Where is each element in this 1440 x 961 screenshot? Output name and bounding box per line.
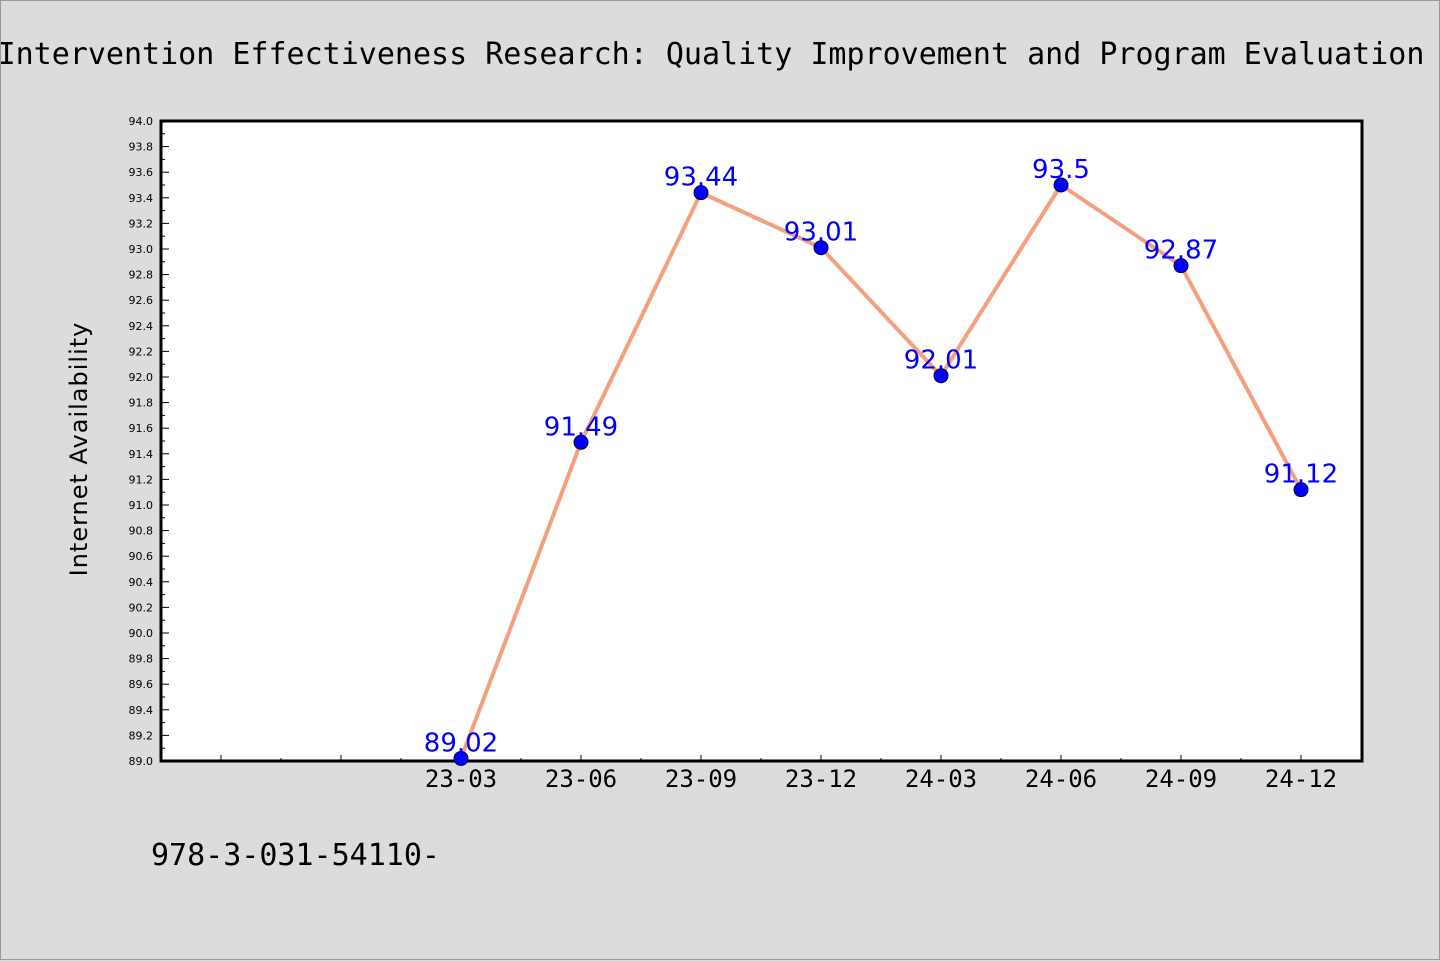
- data-point: [933, 368, 949, 384]
- y-tick-label: 89.4: [129, 704, 154, 717]
- x-tick-label: 23-12: [785, 765, 857, 793]
- y-tick-label: 90.2: [129, 601, 154, 614]
- y-tick-label: 90.4: [129, 576, 154, 589]
- data-label: 89.02: [424, 728, 498, 758]
- y-tick-label: 91.2: [129, 473, 154, 486]
- series-layer: 89.02 91.49 93.44 93.01 92.01 93.5 92.87 91.12: [424, 155, 1338, 766]
- x-axis: 23-03 23-06 23-09 23-12 24-03 24-06 24-09 24-12: [220, 755, 1337, 793]
- data-label: 93.5: [1032, 155, 1090, 185]
- y-tick-label: 90.6: [129, 550, 154, 563]
- data-point: [1173, 258, 1189, 274]
- y-tick-label: 93.2: [129, 217, 154, 230]
- data-label: 91.49: [544, 412, 618, 442]
- data-point: [693, 185, 709, 201]
- data-point: [1293, 482, 1309, 498]
- y-tick-label: 93.6: [129, 166, 154, 179]
- y-tick-label: 89.6: [129, 678, 154, 691]
- y-tick-label: 92.2: [129, 345, 154, 358]
- y-tick-label: 89.0: [129, 755, 154, 768]
- footnote: 978-3-031-54110-: [151, 838, 440, 873]
- x-tick-label: 24-03: [905, 765, 977, 793]
- y-tick-label: 92.6: [129, 294, 154, 307]
- y-tick-label: 91.0: [129, 499, 154, 512]
- y-tick-label: 89.2: [129, 729, 154, 742]
- x-tick-label: 23-09: [665, 765, 737, 793]
- series-line: [459, 183, 1303, 760]
- x-tick-label: 24-12: [1265, 765, 1337, 793]
- plot-area: [159, 119, 1364, 763]
- y-axis: 89.0 89.2 89.4 89.6 89.8 90.0 90.2 90.4 90.6 90.8…: [129, 115, 169, 768]
- y-tick-label: 91.6: [129, 422, 154, 435]
- y-tick-label: 93.0: [129, 243, 154, 256]
- y-tick-label: 93.8: [129, 141, 154, 154]
- x-tick-label: 23-06: [545, 765, 617, 793]
- y-tick-label: 92.8: [129, 269, 154, 282]
- data-point: [573, 434, 589, 450]
- data-point: [813, 240, 829, 256]
- y-tick-label: 93.4: [129, 192, 154, 205]
- x-tick-label: 24-06: [1025, 765, 1097, 793]
- y-axis-label: Internet Availability: [65, 322, 93, 577]
- data-point: [453, 750, 469, 766]
- y-tick-label: 91.8: [129, 397, 154, 410]
- y-tick-label: 92.0: [129, 371, 154, 384]
- data-point: [1053, 177, 1069, 193]
- data-label: 92.87: [1144, 236, 1218, 266]
- y-tick-label: 90.8: [129, 525, 154, 538]
- y-tick-label: 91.4: [129, 448, 154, 461]
- y-tick-label: 89.8: [129, 653, 154, 666]
- data-label: 91.12: [1264, 460, 1338, 490]
- chart-title: Intervention Effectiveness Research: Qua…: [1, 37, 1424, 72]
- x-tick-label: 23-03: [425, 765, 497, 793]
- data-label: 93.01: [784, 218, 858, 248]
- y-tick-label: 94.0: [129, 115, 154, 128]
- y-tick-label: 92.4: [129, 320, 154, 333]
- x-tick-label: 24-09: [1145, 765, 1217, 793]
- y-tick-label: 90.0: [129, 627, 154, 640]
- data-label: 93.44: [664, 163, 738, 193]
- data-label: 92.01: [904, 346, 978, 376]
